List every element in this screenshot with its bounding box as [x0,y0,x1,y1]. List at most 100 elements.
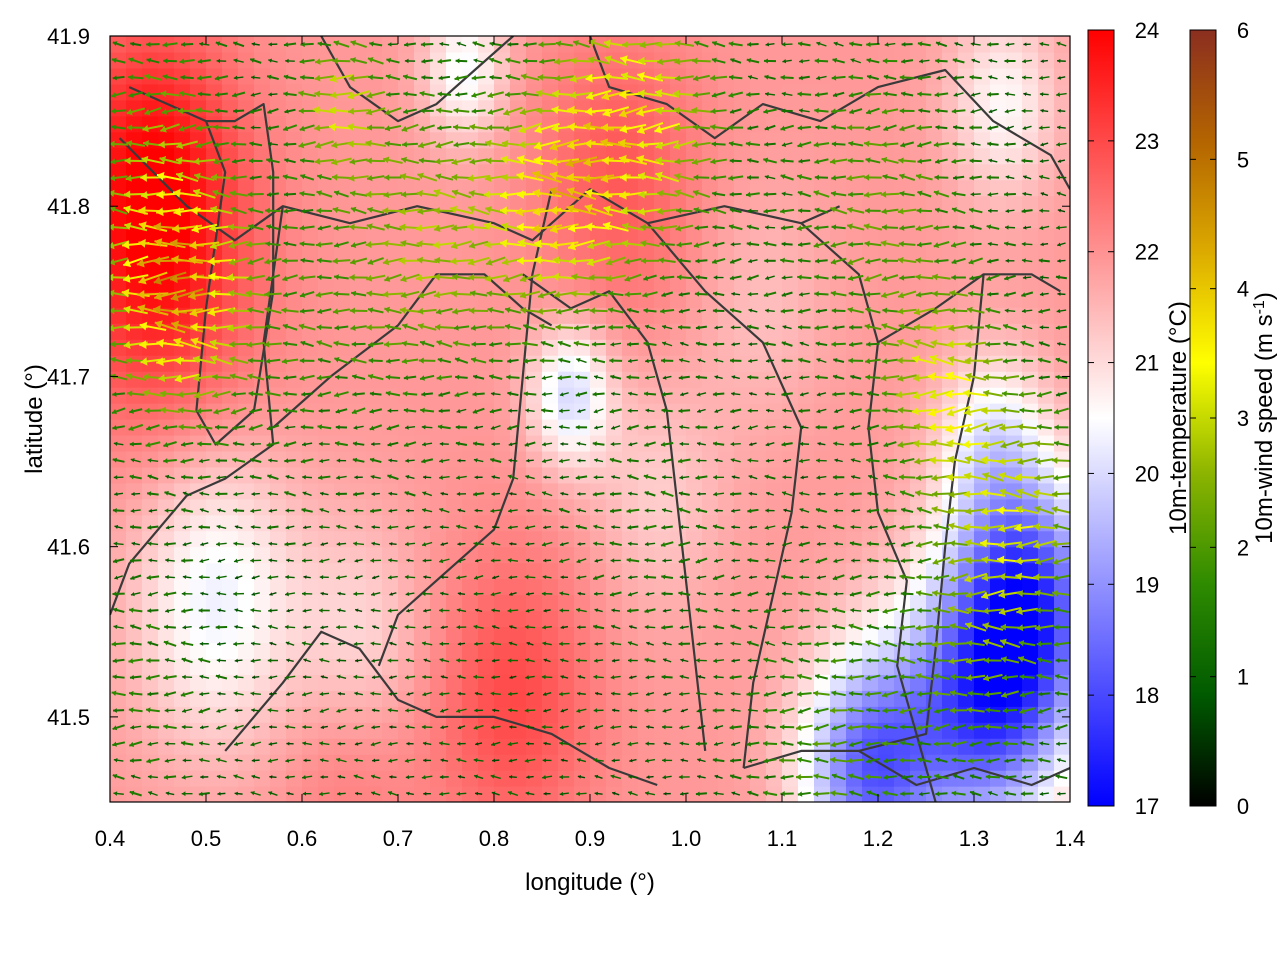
temperature-cell [702,355,719,372]
temperature-cell [110,355,127,372]
temperature-cell [414,451,431,468]
temperature-cell [414,515,431,532]
temperature-cell [766,259,783,276]
temperature-cell [814,451,831,468]
temperature-cell [606,355,623,372]
temperature-cell [1038,84,1055,101]
temperature-cell [190,611,207,628]
temperature-cell [430,355,447,372]
temperature-cell [942,84,959,101]
temperature-cell [814,387,831,404]
temperature-cell [558,467,575,484]
temperature-cell [238,579,255,596]
temperature-cell [270,754,287,771]
temperature-cell [302,84,319,101]
temperature-cell [142,595,159,612]
temperature-cell [430,499,447,516]
temperature-cell [446,116,463,133]
temperature-cell [478,435,495,452]
temperature-cell [846,515,863,532]
temperature-cell [414,754,431,771]
temperature-cell [286,642,303,659]
temperature-cell [206,770,223,787]
temperature-cell [542,595,559,612]
temperature-cell [782,483,799,500]
temperature-cell [494,722,511,739]
temperature-cell [542,68,559,85]
temperature-cell [174,515,191,532]
temperature-cell [382,754,399,771]
temperature-cell [606,467,623,484]
temperature-cell [846,722,863,739]
temperature-cell [862,515,879,532]
temperature-cell [1054,148,1071,165]
temperature-cell [990,706,1007,723]
temperature-cell [302,371,319,388]
temperature-cell [1006,722,1023,739]
temperature-cell [590,626,607,643]
temperature-cell [606,722,623,739]
temperature-cell [206,611,223,628]
temperature-cell [654,722,671,739]
temperature-cell [190,68,207,85]
temperature-cell [286,467,303,484]
temperature-cell [462,754,479,771]
temperature-cell [302,738,319,755]
temperature-cell [750,499,767,516]
temperature-cell [190,100,207,117]
temperature-cell [638,738,655,755]
temperature-cell [158,706,175,723]
temperature-cell [686,722,703,739]
temperature-cell [510,435,527,452]
temperature-cell [110,499,127,516]
temperature-cell [590,770,607,787]
temperature-cell [318,531,335,548]
temperature-cell [1022,611,1039,628]
temperature-cell [1054,228,1071,245]
temperature-cell [206,738,223,755]
temperature-cell [462,467,479,484]
temperature-cell [750,259,767,276]
temperature-cell [510,642,527,659]
temperature-cell [462,770,479,787]
temperature-cell [254,642,271,659]
temperature-cell [430,642,447,659]
temperature-cell [1038,180,1055,197]
temperature-cell [574,611,591,628]
temperature-cell [958,706,975,723]
temperature-cell [1022,515,1039,532]
temperature-cell [270,355,287,372]
temperature-cell [158,754,175,771]
temperature-cell [750,387,767,404]
temperature-cell [366,690,383,707]
temperature-cell [398,451,415,468]
temperature-cell [830,754,847,771]
temperature-cell [1006,706,1023,723]
temperature-cell [446,371,463,388]
temperature-cell [462,339,479,356]
temperature-cell [830,738,847,755]
temperature-cell [702,770,719,787]
temperature-cell [814,467,831,484]
temperature-cell [398,626,415,643]
temperature-cell [350,626,367,643]
temperature-cell [254,515,271,532]
temperature-cell [462,786,479,803]
temperature-cell [510,626,527,643]
temperature-field [110,36,1071,803]
temperature-cell [654,738,671,755]
temperature-cell [734,642,751,659]
temperature-cell [574,355,591,372]
temperature-cell [1054,212,1071,229]
temperature-cell [846,611,863,628]
temperature-cell [334,483,351,500]
temperature-cell [718,483,735,500]
temperature-cell [318,595,335,612]
temperature-cell [846,595,863,612]
temperature-cell [606,706,623,723]
temperature-cell [1022,467,1039,484]
temperature-cell [990,196,1007,213]
temperature-cell [510,690,527,707]
temperature-cell [206,371,223,388]
temperature-cell [766,228,783,245]
